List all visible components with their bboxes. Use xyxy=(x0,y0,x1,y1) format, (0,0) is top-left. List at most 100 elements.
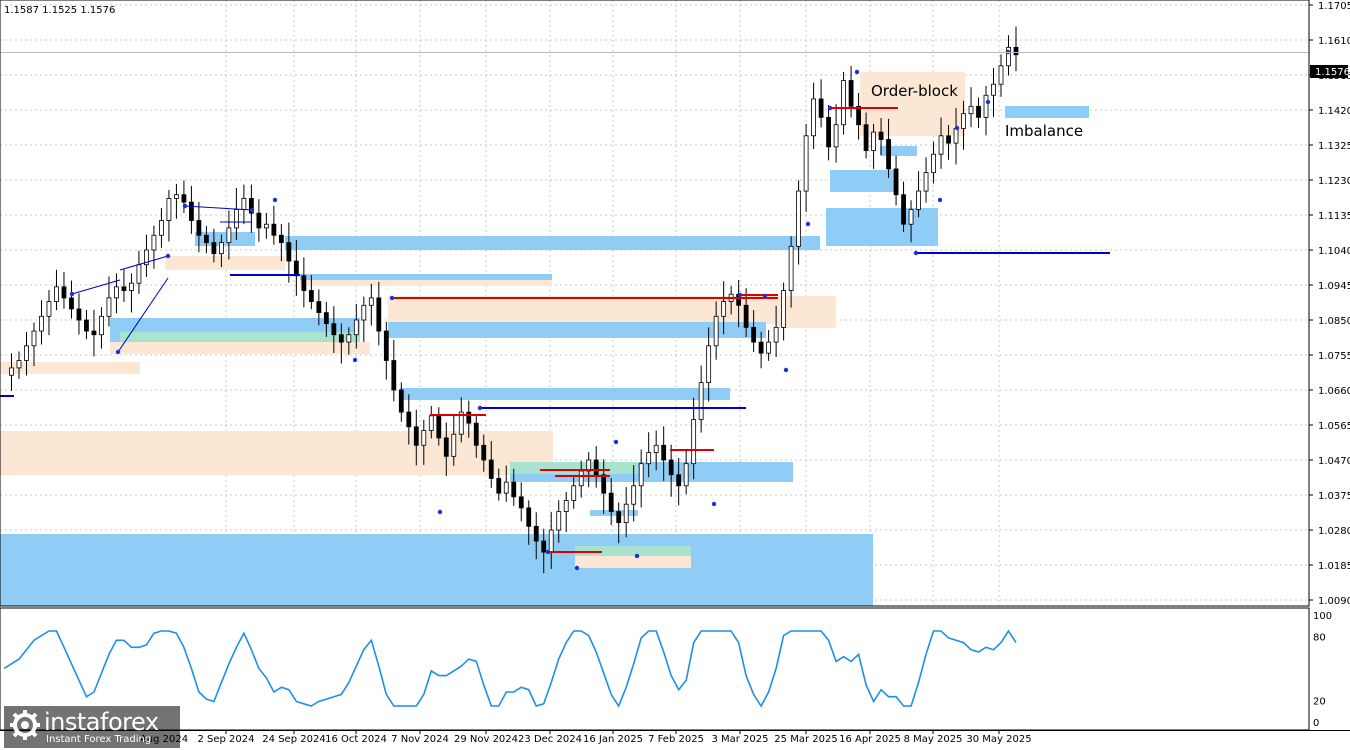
logo-gear-icon xyxy=(10,710,40,740)
candle-body xyxy=(713,315,719,347)
candle-body xyxy=(721,301,727,317)
logo-brand: instaforex xyxy=(44,708,159,736)
osc-tick-label: 100 xyxy=(1313,611,1332,622)
level-line xyxy=(119,255,169,271)
time-axis: 2 Sep 2024 24 Sep 2024 16 Oct 2024 7 Nov 20… xyxy=(140,730,1032,745)
candle-body xyxy=(556,511,562,531)
candle-body xyxy=(991,83,996,96)
candle-body xyxy=(676,474,682,487)
osc-tick-label: 80 xyxy=(1313,632,1326,643)
swing-marker xyxy=(613,439,619,445)
time-tick-label: 8 May 2025 xyxy=(904,734,963,745)
candle-body xyxy=(144,249,149,266)
candle-body xyxy=(151,234,157,251)
swing-marker xyxy=(182,203,188,209)
candle-body xyxy=(226,227,232,244)
candle-body xyxy=(518,496,524,509)
candle-body xyxy=(818,98,824,118)
price-tick-label: 1.1705 xyxy=(1318,1,1350,12)
price-tick-label: 1.1325 xyxy=(1318,141,1350,152)
candle-body xyxy=(46,301,52,317)
candle-body xyxy=(946,135,951,144)
candle-body xyxy=(833,124,839,148)
candle-body xyxy=(511,481,517,498)
candle-body xyxy=(181,194,187,203)
price-tick-label: 1.1610 xyxy=(1318,36,1350,47)
candle-body xyxy=(99,315,104,336)
candle-body xyxy=(998,65,1004,85)
oscillator-layer xyxy=(3,629,1017,708)
level-line xyxy=(71,279,121,295)
candle-body xyxy=(593,459,599,476)
order-block-label: Order-block xyxy=(871,82,958,100)
swing-marker xyxy=(272,197,278,203)
candle-body xyxy=(241,198,247,210)
candle-body xyxy=(54,286,59,302)
zone-rect xyxy=(826,208,938,246)
zone-rect xyxy=(880,146,917,156)
candle-body xyxy=(413,426,419,446)
candle-body xyxy=(773,326,779,343)
price-tick-label: 1.0755 xyxy=(1318,351,1350,362)
candle-body xyxy=(466,411,472,424)
candle-body xyxy=(503,481,509,494)
candle-body xyxy=(983,94,989,118)
candle-body xyxy=(233,209,239,229)
candle-body xyxy=(346,334,352,343)
candle-body xyxy=(923,172,929,192)
candle-body xyxy=(91,330,97,336)
candle-body xyxy=(691,419,697,465)
candle-body xyxy=(174,194,179,199)
imbalance-label: Imbalance xyxy=(1005,122,1083,140)
candle-body xyxy=(646,452,652,465)
time-tick-label: 29 Nov 2024 xyxy=(454,734,518,745)
swing-marker xyxy=(352,357,358,363)
candle-body xyxy=(548,529,554,553)
candle-layer xyxy=(9,26,1019,574)
zone-rect xyxy=(480,432,552,446)
zone-rect xyxy=(388,296,836,324)
candle-body xyxy=(301,275,307,291)
candle-body xyxy=(189,201,194,221)
candle-body xyxy=(159,220,164,236)
candle-body xyxy=(623,503,629,524)
zone-rect xyxy=(120,332,360,343)
price-tick-label: 1.0185 xyxy=(1318,561,1350,572)
candle-body xyxy=(24,345,29,361)
swing-marker xyxy=(737,292,743,298)
candle-body xyxy=(863,124,869,151)
time-tick-label: 30 May 2025 xyxy=(966,734,1031,745)
candle-body xyxy=(826,116,831,148)
candle-body xyxy=(293,260,299,277)
zone-rect xyxy=(300,280,552,286)
swing-marker xyxy=(711,501,717,507)
candle-body xyxy=(533,525,539,542)
candle-body xyxy=(901,194,906,225)
candle-body xyxy=(968,105,974,115)
swing-marker xyxy=(854,69,860,75)
candle-body xyxy=(698,382,704,420)
candle-body xyxy=(481,444,487,461)
candle-body xyxy=(871,131,876,151)
time-tick-label: 23 Dec 2024 xyxy=(518,734,582,745)
swing-marker xyxy=(985,99,991,105)
candle-body xyxy=(631,485,637,505)
candle-body xyxy=(323,312,329,325)
candle-body xyxy=(841,80,846,126)
candle-body xyxy=(428,415,434,431)
candle-body xyxy=(938,135,944,155)
time-tick-label: 16 Jan 2025 xyxy=(583,734,643,745)
candle-body xyxy=(196,220,202,236)
candle-body xyxy=(571,485,577,501)
candle-body xyxy=(488,459,494,479)
zone-rect xyxy=(0,534,873,606)
candle-body xyxy=(541,540,547,553)
candle-body xyxy=(84,319,89,332)
candle-body xyxy=(908,209,914,225)
candle-body xyxy=(421,430,427,446)
candle-body xyxy=(803,135,809,192)
price-tick-label: 1.0660 xyxy=(1318,386,1350,397)
candle-body xyxy=(526,507,532,527)
time-tick-label: 7 Nov 2024 xyxy=(391,734,449,745)
